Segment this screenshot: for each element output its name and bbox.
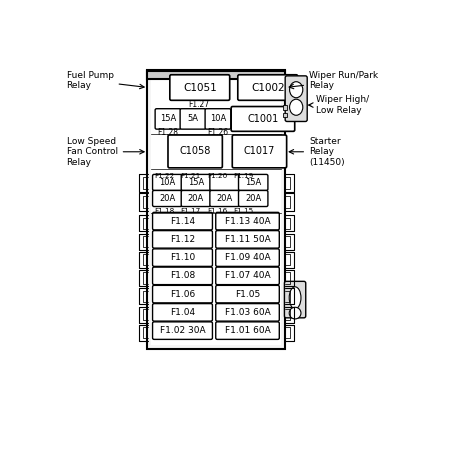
Bar	[147, 71, 285, 79]
FancyBboxPatch shape	[216, 285, 279, 303]
FancyBboxPatch shape	[238, 75, 298, 100]
Text: F1.20: F1.20	[207, 173, 228, 179]
FancyBboxPatch shape	[153, 322, 212, 339]
Text: Wiper Run/Park
Relay: Wiper Run/Park Relay	[289, 71, 378, 91]
Text: 20A: 20A	[217, 194, 233, 203]
Bar	[283, 113, 287, 117]
Text: F1.26: F1.26	[208, 128, 228, 137]
Text: F1.27: F1.27	[188, 100, 210, 109]
Text: F1.03 60A: F1.03 60A	[225, 308, 270, 317]
FancyBboxPatch shape	[285, 76, 307, 121]
FancyBboxPatch shape	[205, 109, 231, 129]
FancyBboxPatch shape	[216, 231, 279, 248]
Text: F1.10: F1.10	[170, 253, 195, 262]
Ellipse shape	[290, 82, 303, 98]
Text: F1.18: F1.18	[154, 208, 174, 214]
Text: F1.22: F1.22	[154, 173, 174, 179]
FancyBboxPatch shape	[238, 191, 268, 207]
Text: Low Speed
Fan Control
Relay: Low Speed Fan Control Relay	[66, 137, 144, 167]
Bar	[147, 69, 285, 70]
Text: 10A: 10A	[159, 178, 175, 187]
Bar	[151, 73, 282, 345]
Text: F1.08: F1.08	[170, 272, 195, 280]
Text: F1.19: F1.19	[234, 173, 254, 179]
Text: 10A: 10A	[210, 114, 226, 123]
Text: 20A: 20A	[245, 194, 261, 203]
Text: F1.15: F1.15	[234, 208, 254, 214]
FancyBboxPatch shape	[153, 304, 212, 321]
Text: F1.11 50A: F1.11 50A	[225, 235, 270, 244]
FancyBboxPatch shape	[231, 107, 295, 131]
FancyBboxPatch shape	[153, 249, 212, 266]
FancyBboxPatch shape	[153, 174, 182, 191]
Bar	[147, 70, 285, 349]
Text: 15A: 15A	[245, 178, 261, 187]
FancyBboxPatch shape	[153, 212, 212, 230]
FancyBboxPatch shape	[238, 174, 268, 191]
Text: C1051: C1051	[183, 82, 217, 92]
Text: C1058: C1058	[180, 146, 211, 156]
FancyBboxPatch shape	[210, 174, 239, 191]
Text: C1002: C1002	[251, 82, 284, 92]
Text: F1.01 60A: F1.01 60A	[225, 326, 270, 335]
Text: F1.21: F1.21	[181, 173, 201, 179]
FancyBboxPatch shape	[216, 212, 279, 230]
FancyBboxPatch shape	[153, 267, 212, 284]
FancyBboxPatch shape	[216, 249, 279, 266]
Text: F1.05: F1.05	[235, 290, 260, 299]
Text: F1.28: F1.28	[157, 128, 179, 137]
Ellipse shape	[289, 287, 301, 309]
Text: 15A: 15A	[160, 114, 176, 123]
Text: F1.02 30A: F1.02 30A	[160, 326, 205, 335]
FancyBboxPatch shape	[155, 109, 181, 129]
Text: F1.04: F1.04	[170, 308, 195, 317]
FancyBboxPatch shape	[181, 191, 210, 207]
FancyBboxPatch shape	[153, 285, 212, 303]
Text: F1.16: F1.16	[207, 208, 228, 214]
Text: 15A: 15A	[188, 178, 204, 187]
Text: F1.13 40A: F1.13 40A	[225, 217, 270, 226]
FancyBboxPatch shape	[216, 322, 279, 339]
Bar	[283, 105, 287, 110]
Ellipse shape	[289, 307, 301, 319]
FancyBboxPatch shape	[153, 191, 182, 207]
Text: F1.17: F1.17	[181, 208, 201, 214]
FancyBboxPatch shape	[168, 135, 222, 168]
FancyBboxPatch shape	[232, 135, 287, 168]
Text: F1.07 40A: F1.07 40A	[225, 272, 270, 280]
FancyBboxPatch shape	[170, 75, 230, 100]
Ellipse shape	[290, 99, 303, 115]
Text: F1.06: F1.06	[170, 290, 195, 299]
FancyBboxPatch shape	[216, 267, 279, 284]
Text: 20A: 20A	[159, 194, 175, 203]
Text: 20A: 20A	[188, 194, 204, 203]
Text: Fuel Pump
Relay: Fuel Pump Relay	[66, 71, 144, 91]
FancyBboxPatch shape	[180, 109, 206, 129]
FancyBboxPatch shape	[210, 191, 239, 207]
Text: F1.14: F1.14	[170, 217, 195, 226]
Text: F1.09 40A: F1.09 40A	[225, 253, 270, 262]
FancyBboxPatch shape	[181, 174, 210, 191]
FancyBboxPatch shape	[216, 304, 279, 321]
Text: F1.12: F1.12	[170, 235, 195, 244]
Text: 5A: 5A	[187, 114, 199, 123]
Text: Starter
Relay
(11450): Starter Relay (11450)	[289, 137, 345, 167]
Text: C1001: C1001	[247, 114, 279, 124]
Text: C1017: C1017	[244, 146, 275, 156]
FancyBboxPatch shape	[284, 282, 306, 318]
Text: Wiper High/
Low Relay: Wiper High/ Low Relay	[309, 95, 370, 115]
FancyBboxPatch shape	[153, 231, 212, 248]
